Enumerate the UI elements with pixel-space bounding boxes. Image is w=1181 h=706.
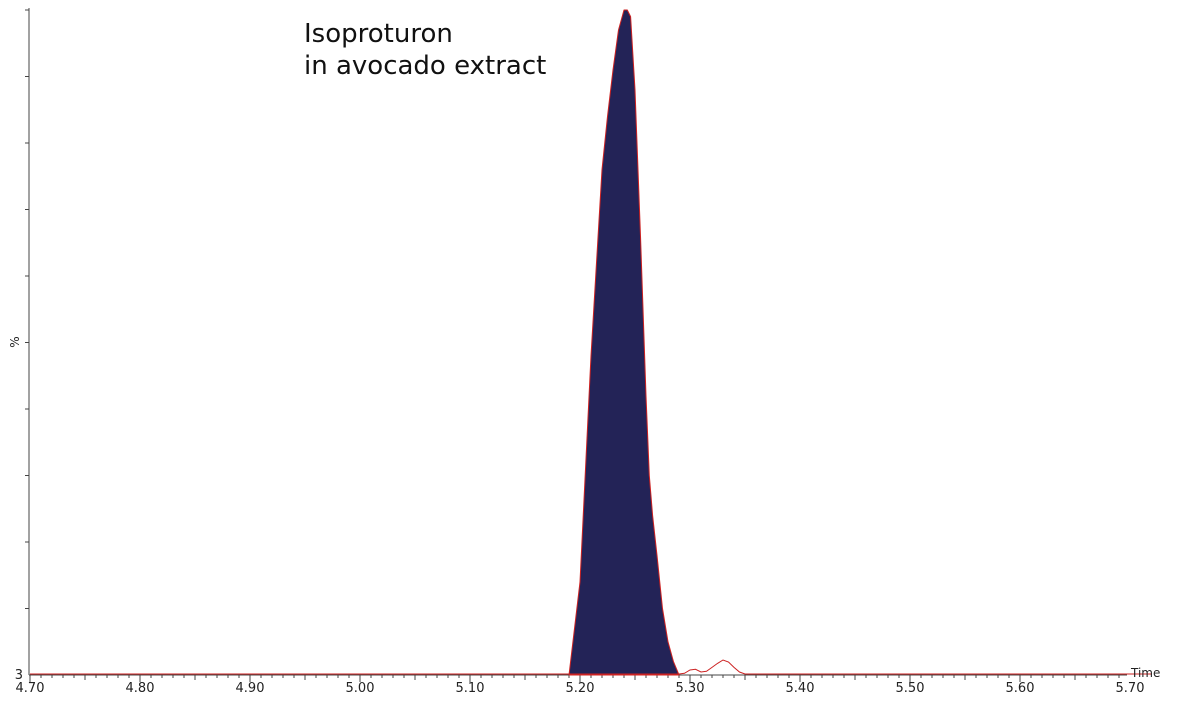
isoproturon-peak [568,9,680,676]
y-axis-label: % [8,336,22,347]
x-tick-label: 5.00 [346,681,375,696]
labels: 4.70 4.80 4.90 5.00 5.10 5.20 5.30 5.40 5.50 5.60… [8,336,1160,696]
y-min-label: 3 [15,668,23,683]
x-axis-label: Time [1130,666,1160,680]
axes [25,8,1127,682]
x-tick-label: 5.70 [1116,681,1145,696]
x-tick-label: 5.20 [566,681,595,696]
x-tick-label: 5.60 [1006,681,1035,696]
x-tick-label: 5.40 [786,681,815,696]
x-tick-label: 5.50 [896,681,925,696]
x-tick-label: 4.70 [16,681,45,696]
baseline-trace [30,659,1152,675]
peak-annotation: Isoproturon in avocado extract [304,18,546,82]
x-tick-label: 5.10 [456,681,485,696]
annotation-line-2: in avocado extract [304,51,547,81]
series-layer [30,9,1152,676]
x-tick-label: 4.90 [236,681,265,696]
x-tick-label: 4.80 [126,681,155,696]
annotation-line-1: Isoproturon [304,19,453,49]
x-tick-label: 5.30 [676,681,705,696]
